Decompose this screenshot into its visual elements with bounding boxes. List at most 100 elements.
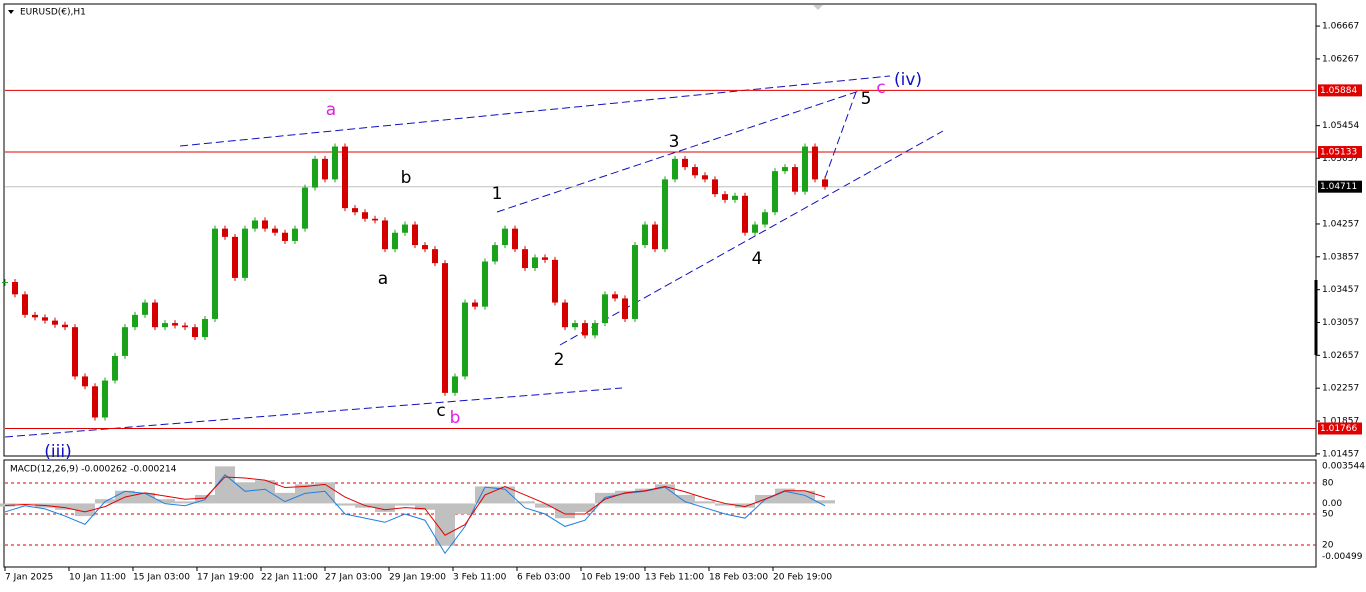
candle [322,158,328,180]
candle [392,232,398,250]
y-tick-label: 1.05454 [1322,121,1359,131]
candle [102,380,108,418]
macd-bar [435,503,455,546]
oscillator-line [4,474,826,555]
candle [312,158,318,188]
candle [462,302,468,377]
candle [632,245,638,319]
macd-bar [555,503,575,519]
wave-label: 5 [861,89,872,109]
candle [702,175,708,180]
x-tick-label: 17 Jan 19:00 [197,573,254,583]
y-tick-label: 0.00 [1322,499,1342,509]
wave-label: (iv) [894,70,922,90]
macd-bar [675,494,695,504]
candle [132,314,138,328]
x-tick-label: 3 Feb 11:00 [453,573,507,583]
candle [192,327,198,338]
macd-bar [575,503,595,512]
wave-label: b [401,168,412,188]
y-tick-label: 1.06267 [1322,54,1359,64]
candle [642,224,648,246]
candle [802,146,808,192]
wave-label: c [876,78,885,98]
candle [112,355,118,381]
macd-bar [515,501,535,504]
candle [332,146,338,180]
candle [782,167,788,172]
macd-bar [395,503,415,506]
macd-bar [335,503,355,506]
price-level-label: 1.04711 [1320,182,1357,192]
candle [372,218,378,221]
macd-bar [135,492,155,504]
candle [12,282,18,295]
candle [262,220,268,229]
wave-label: b [450,408,461,428]
macd-bar [735,503,755,508]
macd-bar [155,499,175,504]
macd-bar [175,501,195,504]
candle [692,167,698,176]
macd-bar [655,484,675,504]
x-tick-label: 7 Jan 2025 [5,573,53,583]
macd-bar [815,500,835,504]
y-tick-label: 1.03057 [1322,318,1359,328]
candle [352,208,358,213]
x-tick-label: 27 Jan 03:00 [325,573,382,583]
candle [682,158,688,168]
candle [82,376,88,387]
trendlines [4,75,944,438]
candle [532,257,538,269]
price-level-box [1318,180,1362,193]
candle [672,158,678,180]
macd-bar [255,480,275,504]
menu-arrow [8,10,14,14]
y-tick-label: 0.003544 [1322,461,1365,471]
x-tick-label: 20 Feb 19:00 [773,573,832,583]
candle [442,263,448,393]
candle [572,323,578,328]
y-tick-label: -0.00499 [1322,552,1363,562]
candle [282,232,288,241]
wave-label: 3 [669,132,680,152]
candle [792,167,798,192]
x-tick-label: 29 Jan 19:00 [389,573,446,583]
candle [432,249,438,264]
candle [62,324,68,328]
candle [582,323,588,336]
candle [502,228,508,246]
candle [412,224,418,246]
y-tick-label: 1.05057 [1322,154,1359,164]
y-tick-label: 1.01457 [1322,449,1359,459]
candle [512,228,518,250]
candle [272,228,278,233]
wave-label: (iii) [44,442,71,462]
candle [382,220,388,250]
candle [172,323,178,326]
candle [402,224,408,233]
candle [2,282,8,284]
macd-bar [15,503,35,504]
macd-bar [495,486,515,504]
candle [602,294,608,324]
candle [52,320,58,325]
candle [492,245,498,262]
y2-tick-label: 20 [1322,541,1334,551]
wave-label: a [378,269,388,289]
candle [162,323,168,328]
x-tick-label: 18 Feb 03:00 [709,573,768,583]
main-panel [3,3,1317,457]
x-tick-label: 15 Jan 03:00 [133,573,190,583]
candle [182,325,188,328]
candle [762,212,768,225]
macd-bar [455,503,475,515]
macd-bar [715,503,735,506]
y-tick-label: 1.03857 [1322,252,1359,262]
candle [92,386,98,418]
candle [712,179,718,195]
macd-bar [535,503,555,508]
candle [812,146,818,180]
candle [202,318,208,338]
candle [522,249,528,269]
